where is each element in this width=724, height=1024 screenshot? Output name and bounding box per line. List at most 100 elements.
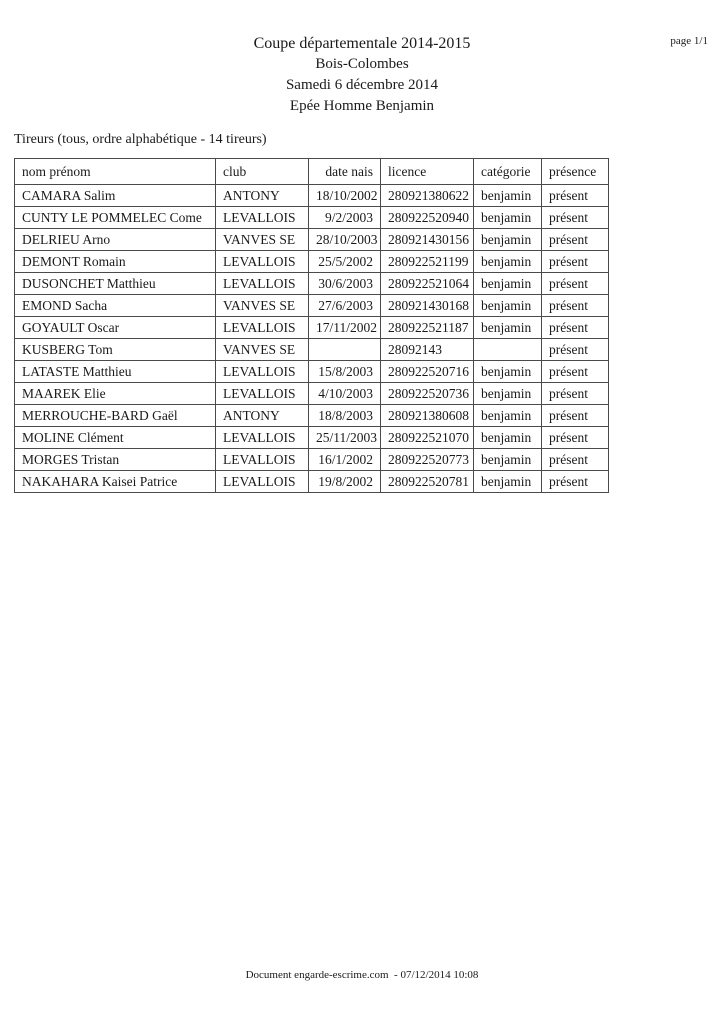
table-cell: 25/11/2003: [308, 426, 381, 449]
table-cell: 15/8/2003: [308, 360, 381, 383]
table-row: DELRIEU Arno VANVES SE 28/10/2003 280921430…: [14, 228, 609, 251]
table-cell: 280922520940: [380, 206, 474, 229]
table-cell: MAAREK Elie: [14, 382, 216, 405]
table-cell: benjamin: [473, 404, 542, 427]
table-row: CAMARA Salim ANTONY 18/10/2002 280921380622…: [14, 184, 609, 207]
table-cell: présent: [541, 382, 609, 405]
table-row: EMOND Sacha VANVES SE 27/6/2003 28092143016…: [14, 294, 609, 317]
table-cell: 28/10/2003: [308, 228, 381, 251]
table-cell: 30/6/2003: [308, 272, 381, 295]
table-cell: LEVALLOIS: [215, 360, 309, 383]
document-location: Bois-Colombes: [315, 56, 409, 72]
table-cell: 280921430168: [380, 294, 474, 317]
table-cell: MORGES Tristan: [14, 448, 216, 471]
table-cell: 280922521070: [380, 426, 474, 449]
table-row: CUNTY LE POMMELEC Come LEVALLOIS 9/2/2003 2…: [14, 206, 609, 229]
table-cell: présent: [541, 228, 609, 251]
table-row: MAAREK Elie LEVALLOIS 4/10/2003 28092252073…: [14, 382, 609, 405]
table-cell: présent: [541, 404, 609, 427]
table-cell: 280921380608: [380, 404, 474, 427]
table-cell: benjamin: [473, 426, 542, 449]
table-cell: benjamin: [473, 382, 542, 405]
table-cell: benjamin: [473, 228, 542, 251]
table-cell: GOYAULT Oscar: [14, 316, 216, 339]
table-cell: benjamin: [473, 448, 542, 471]
table-cell: présent: [541, 294, 609, 317]
table-row: MORGES Tristan LEVALLOIS 16/1/2002 28092252…: [14, 448, 609, 471]
table-cell: benjamin: [473, 360, 542, 383]
table-row: MERROUCHE-BARD Gaël ANTONY 18/8/2003 280921…: [14, 404, 609, 427]
column-header: nom prénom: [14, 158, 216, 185]
table-row: DEMONT Romain LEVALLOIS 25/5/2002 280922521…: [14, 250, 609, 273]
table-cell: 17/11/2002: [308, 316, 381, 339]
table-cell: présent: [541, 316, 609, 339]
table-cell: LEVALLOIS: [215, 272, 309, 295]
table-cell: NAKAHARA Kaisei Patrice: [14, 470, 216, 493]
table-cell: benjamin: [473, 250, 542, 273]
table-cell: VANVES SE: [215, 294, 309, 317]
document-title: Coupe départementale 2014-2015: [253, 35, 471, 52]
table-cell: VANVES SE: [215, 228, 309, 251]
table-cell: 280922520773: [380, 448, 474, 471]
table-cell: présent: [541, 184, 609, 207]
table-cell: ANTONY: [215, 404, 309, 427]
table-cell: présent: [541, 360, 609, 383]
table-cell: 27/6/2003: [308, 294, 381, 317]
column-header: catégorie: [473, 158, 542, 185]
table-cell: LEVALLOIS: [215, 470, 309, 493]
table-cell: 18/8/2003: [308, 404, 381, 427]
table-header-row: nom prénom club date nais licence catégorie p…: [14, 158, 609, 185]
table-cell: 280922521064: [380, 272, 474, 295]
table-cell: 280922520716: [380, 360, 474, 383]
table-cell: LEVALLOIS: [215, 448, 309, 471]
table-cell: présent: [541, 338, 609, 361]
table-cell: LEVALLOIS: [215, 316, 309, 339]
table-cell: [473, 338, 542, 361]
table-cell: DEMONT Romain: [14, 250, 216, 273]
section-heading: Tireurs (tous, ordre alphabétique - 14 t…: [14, 132, 267, 147]
column-header: licence: [380, 158, 474, 185]
table-cell: LEVALLOIS: [215, 206, 309, 229]
table-cell: 280922520781: [380, 470, 474, 493]
table-cell: LEVALLOIS: [215, 426, 309, 449]
table-cell: [308, 338, 381, 361]
document-header: Coupe départementale 2014-2015 Bois-Colo…: [0, 33, 724, 117]
table-cell: LEVALLOIS: [215, 250, 309, 273]
table-cell: présent: [541, 448, 609, 471]
table-cell: présent: [541, 250, 609, 273]
column-header: présence: [541, 158, 609, 185]
table-cell: benjamin: [473, 272, 542, 295]
table-cell: benjamin: [473, 470, 542, 493]
document-footer: Document engarde-escrime.com - 07/12/201…: [245, 969, 479, 981]
table-cell: benjamin: [473, 316, 542, 339]
table-cell: CAMARA Salim: [14, 184, 216, 207]
column-header: club: [215, 158, 309, 185]
table-cell: DUSONCHET Matthieu: [14, 272, 216, 295]
table-cell: 19/8/2002: [308, 470, 381, 493]
table-cell: benjamin: [473, 294, 542, 317]
table-cell: 280922521187: [380, 316, 474, 339]
table-cell: VANVES SE: [215, 338, 309, 361]
table-cell: benjamin: [473, 206, 542, 229]
table-cell: 280922521199: [380, 250, 474, 273]
table-cell: présent: [541, 272, 609, 295]
table-cell: LATASTE Matthieu: [14, 360, 216, 383]
table-cell: KUSBERG Tom: [14, 338, 216, 361]
table-cell: MOLINE Clément: [14, 426, 216, 449]
table-cell: présent: [541, 470, 609, 493]
table-cell: 18/10/2002: [308, 184, 381, 207]
table-row: MOLINE Clément LEVALLOIS 25/11/2003 2809225…: [14, 426, 609, 449]
column-header: date nais: [308, 158, 381, 185]
table-cell: 280921430156: [380, 228, 474, 251]
table-cell: LEVALLOIS: [215, 382, 309, 405]
table-cell: 9/2/2003: [308, 206, 381, 229]
table-cell: présent: [541, 426, 609, 449]
table-cell: MERROUCHE-BARD Gaël: [14, 404, 216, 427]
table-cell: CUNTY LE POMMELEC Come: [14, 206, 216, 229]
table-cell: DELRIEU Arno: [14, 228, 216, 251]
page-number: page 1/1: [670, 35, 708, 47]
table-cell: 280922520736: [380, 382, 474, 405]
table-cell: ANTONY: [215, 184, 309, 207]
table-row: GOYAULT Oscar LEVALLOIS 17/11/2002 28092252…: [14, 316, 609, 339]
table-row: LATASTE Matthieu LEVALLOIS 15/8/2003 280922…: [14, 360, 609, 383]
